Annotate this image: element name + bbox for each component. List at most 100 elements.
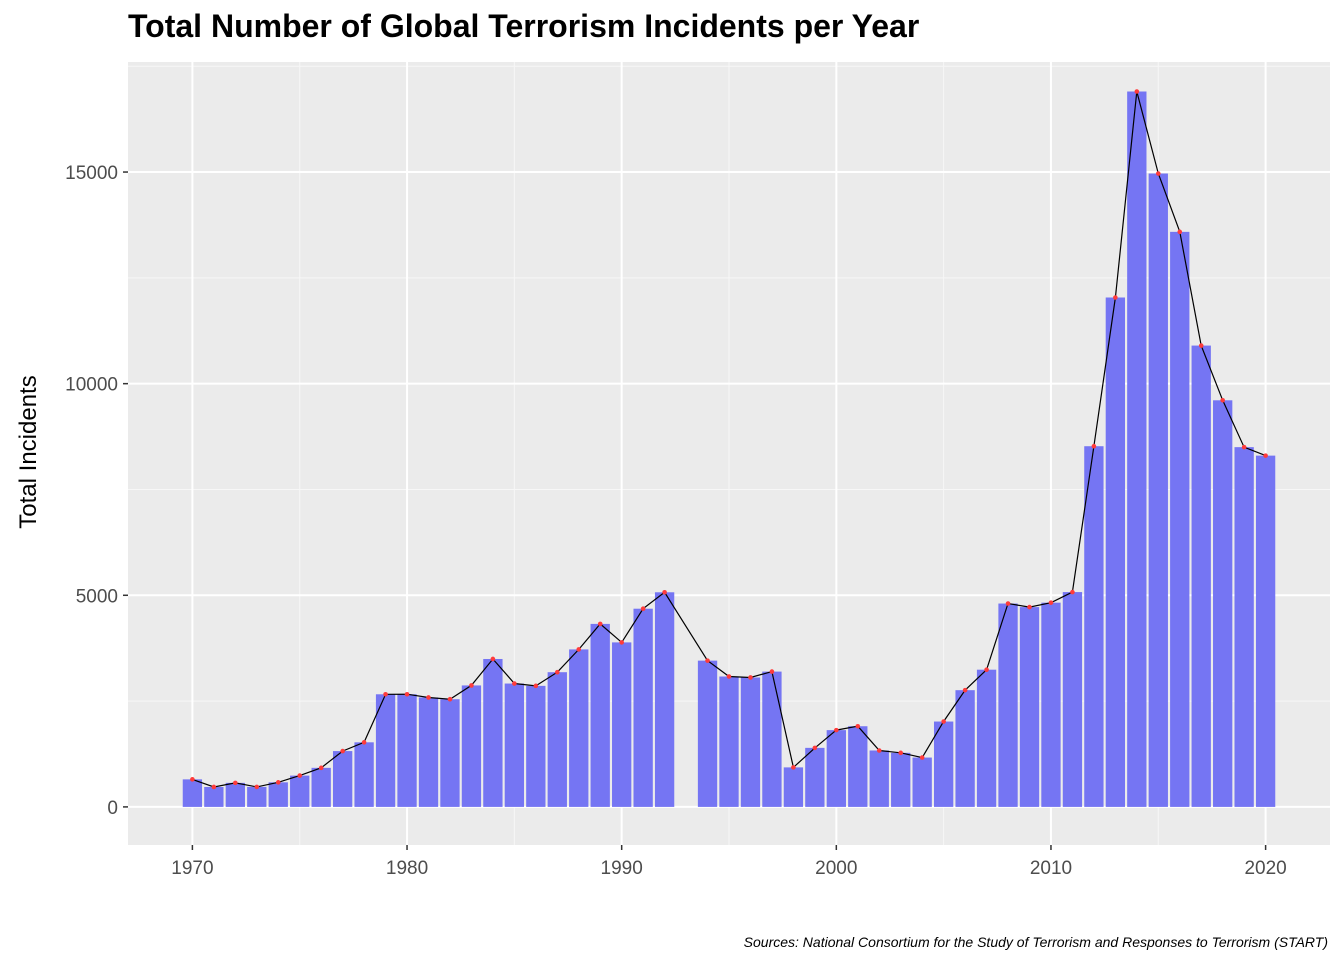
data-point bbox=[597, 621, 603, 627]
bar bbox=[225, 782, 245, 807]
bar bbox=[182, 779, 203, 807]
data-point bbox=[876, 748, 882, 753]
bar bbox=[998, 603, 1018, 807]
data-point bbox=[211, 784, 217, 790]
bar bbox=[740, 677, 761, 807]
data-point bbox=[1263, 453, 1268, 458]
x-tick-label: 2000 bbox=[815, 858, 857, 879]
bar bbox=[654, 592, 675, 807]
bar bbox=[612, 642, 632, 807]
bar bbox=[762, 671, 782, 807]
bar bbox=[461, 685, 482, 807]
data-point bbox=[190, 777, 195, 782]
data-point bbox=[275, 780, 281, 785]
bar bbox=[375, 694, 396, 807]
bar bbox=[783, 767, 804, 807]
data-point bbox=[791, 765, 796, 770]
data-point bbox=[769, 669, 775, 674]
bar bbox=[483, 658, 503, 807]
data-point bbox=[748, 675, 753, 680]
data-point bbox=[919, 755, 925, 760]
bar bbox=[1041, 602, 1061, 807]
data-point bbox=[318, 765, 324, 771]
bar bbox=[311, 767, 331, 807]
data-point bbox=[898, 750, 904, 756]
y-axis-label: Total Incidents bbox=[15, 375, 42, 528]
source-caption: Sources: National Consortium for the Stu… bbox=[743, 934, 1328, 950]
data-point bbox=[490, 656, 496, 662]
y-tick-label: 0 bbox=[107, 798, 118, 819]
bar bbox=[526, 685, 546, 807]
bar bbox=[826, 730, 846, 807]
data-point bbox=[254, 784, 260, 790]
x-tick-label: 1980 bbox=[386, 858, 428, 879]
data-point bbox=[1155, 171, 1161, 176]
bar bbox=[290, 775, 310, 807]
bar bbox=[1213, 400, 1233, 807]
bar bbox=[912, 757, 932, 807]
series-line-path bbox=[192, 91, 1266, 788]
data-point bbox=[984, 667, 989, 672]
bar bbox=[569, 649, 589, 807]
bar bbox=[1105, 297, 1126, 807]
data-point bbox=[554, 669, 560, 675]
data-point bbox=[1027, 604, 1032, 610]
data-point bbox=[941, 719, 946, 724]
bar bbox=[1255, 455, 1276, 807]
data-point bbox=[662, 589, 667, 595]
y-tick-label: 5000 bbox=[76, 586, 118, 607]
data-point bbox=[1134, 89, 1140, 94]
bar bbox=[440, 699, 460, 807]
x-tick-label: 2020 bbox=[1244, 858, 1286, 879]
data-point bbox=[426, 695, 431, 700]
data-point bbox=[383, 691, 388, 697]
bar bbox=[247, 786, 267, 807]
data-point bbox=[512, 681, 517, 686]
series-line bbox=[192, 91, 1266, 788]
bar bbox=[504, 683, 525, 807]
bar bbox=[1019, 607, 1040, 807]
bar bbox=[976, 669, 997, 807]
data-point bbox=[1048, 600, 1054, 605]
data-point bbox=[1220, 397, 1225, 403]
data-point bbox=[1091, 443, 1097, 449]
data-point bbox=[1198, 343, 1204, 348]
data-point bbox=[1113, 295, 1118, 300]
bar bbox=[633, 608, 653, 807]
chart-title: Total Number of Global Terrorism Inciden… bbox=[128, 8, 920, 44]
x-axis: 1970 1980 1990 2000 2010 2020 bbox=[171, 845, 1287, 879]
data-point bbox=[340, 748, 345, 754]
bar bbox=[697, 660, 718, 807]
points bbox=[190, 89, 1268, 790]
bars bbox=[182, 91, 1276, 807]
bar bbox=[590, 623, 610, 807]
bar bbox=[1148, 173, 1168, 807]
bar bbox=[204, 786, 224, 807]
data-point bbox=[1070, 589, 1075, 595]
data-point bbox=[1241, 444, 1247, 450]
data-point bbox=[576, 647, 582, 652]
data-point bbox=[640, 606, 646, 612]
y-tick-label: 10000 bbox=[65, 375, 118, 396]
data-point bbox=[404, 691, 410, 697]
bar bbox=[848, 726, 868, 807]
data-point bbox=[855, 723, 861, 729]
data-point bbox=[361, 740, 367, 745]
bar bbox=[268, 782, 288, 807]
bar bbox=[805, 747, 825, 807]
bar bbox=[955, 690, 975, 807]
data-point bbox=[726, 674, 732, 679]
data-point bbox=[233, 780, 238, 786]
y-tick-label: 15000 bbox=[65, 163, 118, 184]
bar bbox=[933, 721, 954, 807]
bar bbox=[397, 694, 417, 807]
data-point bbox=[1005, 601, 1011, 606]
bar bbox=[354, 742, 374, 807]
data-point bbox=[962, 687, 968, 693]
bar bbox=[1170, 231, 1190, 807]
bar bbox=[869, 750, 889, 807]
bar bbox=[1127, 91, 1147, 807]
bar bbox=[332, 751, 353, 807]
data-point bbox=[447, 696, 453, 702]
